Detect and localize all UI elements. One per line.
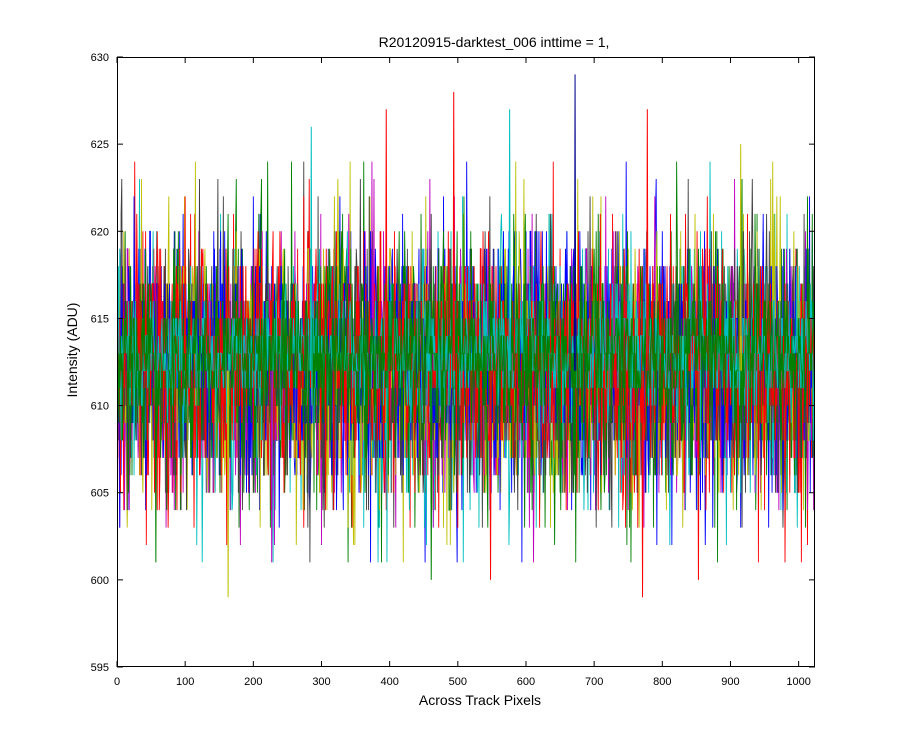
y-tick-label: 625 xyxy=(91,139,109,151)
spike-4 xyxy=(385,109,388,371)
x-axis-label: Across Track Pixels xyxy=(419,692,541,708)
x-tick-label: 400 xyxy=(380,676,398,688)
spike-10 xyxy=(489,370,492,580)
spike-7 xyxy=(739,144,742,371)
y-tick-label: 620 xyxy=(91,226,109,238)
y-tick-label: 605 xyxy=(91,488,109,500)
x-tick-label: 800 xyxy=(653,676,671,688)
x-tick-label: 500 xyxy=(449,676,467,688)
chart-title: R20120915-darktest_006 inttime = 1, xyxy=(379,34,610,50)
y-tick-label: 595 xyxy=(91,662,109,674)
spike-12 xyxy=(697,370,700,580)
spike-14 xyxy=(270,370,273,563)
axes-border xyxy=(117,57,815,667)
y-tick-label: 630 xyxy=(91,52,109,64)
y-axis-label: Intensity (ADU) xyxy=(64,303,80,398)
y-tick-label: 600 xyxy=(91,575,109,587)
x-tick-label: 1000 xyxy=(786,676,810,688)
spike-3 xyxy=(646,109,649,371)
axes-frame xyxy=(117,57,815,667)
spike-5 xyxy=(310,126,313,371)
spike-13 xyxy=(154,370,158,563)
x-tick-label: 0 xyxy=(114,676,120,688)
series-layer xyxy=(117,74,815,598)
spike-2 xyxy=(452,91,455,371)
x-tick-label: 900 xyxy=(721,676,739,688)
y-axis: 595 600 605 610 615 620 625 630 xyxy=(91,52,815,674)
spike-8 xyxy=(641,370,644,598)
spike-6 xyxy=(508,109,511,371)
x-axis: 0 100 200 300 400 500 600 700 800 900 1000 xyxy=(114,57,811,688)
y-tick-label: 610 xyxy=(91,401,109,413)
spike-9 xyxy=(226,370,230,598)
x-tick-label: 700 xyxy=(585,676,603,688)
x-tick-label: 600 xyxy=(517,676,535,688)
x-tick-label: 200 xyxy=(244,676,262,688)
y-tick-label: 615 xyxy=(91,313,109,325)
series-line-12 xyxy=(117,213,815,476)
spike-1 xyxy=(573,74,577,371)
x-tick-label: 300 xyxy=(312,676,330,688)
x-tick-label: 100 xyxy=(176,676,194,688)
spike-11 xyxy=(430,370,433,580)
